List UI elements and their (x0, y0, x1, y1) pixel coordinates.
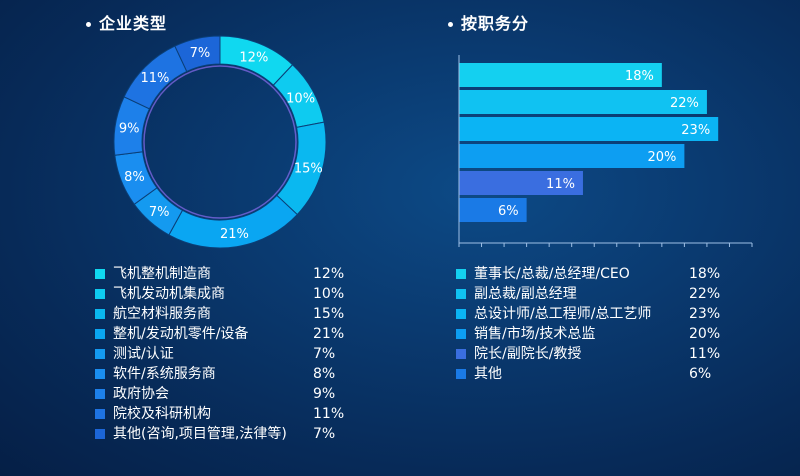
legend-item: 软件/系统服务商 8% (95, 364, 355, 384)
legend-value: 23% (689, 306, 721, 322)
donut-slice (174, 35, 221, 73)
legend-value: 12% (313, 266, 345, 282)
bar-value-label: 23% (681, 123, 710, 138)
legend-label: 软件/系统服务商 (113, 366, 216, 382)
position-title-text: 按职务分 (461, 14, 530, 33)
legend-value: 7% (313, 346, 336, 362)
legend-label: 飞机发动机集成商 (113, 286, 225, 302)
donut-slice-label: 11% (140, 71, 169, 86)
donut-slice-label: 7% (190, 46, 211, 61)
legend-value: 9% (313, 386, 336, 402)
legend-item: 院校及科研机构 11% (95, 404, 355, 424)
bar (459, 117, 719, 141)
legend-label: 销售/市场/技术总监 (474, 326, 596, 342)
legend-label: 政府协会 (113, 386, 169, 402)
bar-value-label: 6% (498, 204, 519, 219)
bar (459, 90, 707, 114)
bar (459, 198, 527, 222)
company-type-panel: 企业类型 12% 10% 15% 21% 7% 8% 9% 11% 7% 飞机整机制造商 12% 飞… (86, 10, 355, 444)
legend-item: 其他(咨询,项目管理,法律等) 7% (95, 424, 355, 444)
legend-value: 20% (689, 326, 721, 342)
legend-item: 董事长/总裁/总经理/CEO 18% (456, 264, 766, 284)
legend-swatch (95, 369, 105, 379)
legend-swatch (456, 329, 466, 339)
legend-value: 11% (689, 346, 721, 362)
donut-chart: 12% 10% 15% 21% 7% 8% 9% 11% 7% (113, 35, 327, 249)
legend-item: 总设计师/总工程师/总工艺师 23% (456, 304, 766, 324)
legend-value: 18% (689, 266, 721, 282)
legend-swatch (95, 269, 105, 279)
position-panel: 按职务分 18% 22% 23% 20% 11% 6% 董事长/总裁/总经理/CEO 18%… (420, 0, 800, 476)
legend-label: 董事长/总裁/总经理/CEO (474, 266, 630, 282)
legend-label: 其他(咨询,项目管理,法律等) (113, 426, 287, 442)
donut-inner-ring (143, 65, 297, 219)
donut-slice-label: 10% (286, 92, 315, 107)
donut-slice-label: 8% (124, 170, 145, 185)
bar-value-label: 11% (546, 177, 575, 192)
bar (459, 144, 685, 168)
bullet-dot (86, 22, 91, 27)
legend-item: 飞机发动机集成商 10% (95, 284, 355, 304)
company-type-title: 企业类型 (86, 10, 167, 34)
legend-swatch (95, 409, 105, 419)
company-type-title-text: 企业类型 (99, 14, 168, 33)
legend-value: 15% (313, 306, 345, 322)
donut-slice-label: 12% (239, 50, 268, 65)
position-title: 按职务分 (448, 10, 529, 34)
legend-item: 销售/市场/技术总监 20% (456, 324, 766, 344)
legend-swatch (95, 429, 105, 439)
legend-label: 院校及科研机构 (113, 406, 211, 422)
legend-swatch (95, 349, 105, 359)
bar (459, 63, 662, 87)
legend-label: 整机/发动机零件/设备 (113, 326, 249, 342)
legend-item: 院长/副院长/教授 11% (456, 344, 766, 364)
bullet-dot (448, 22, 453, 27)
legend-item: 航空材料服务商 15% (95, 304, 355, 324)
legend-item: 副总裁/副总经理 22% (456, 284, 766, 304)
bar (459, 171, 583, 195)
legend-label: 总设计师/总工程师/总工艺师 (474, 306, 652, 322)
legend-label: 航空材料服务商 (113, 306, 211, 322)
legend-swatch (456, 289, 466, 299)
legend-swatch (456, 349, 466, 359)
legend-value: 11% (313, 406, 345, 422)
legend-value: 6% (689, 366, 712, 382)
legend-swatch (95, 309, 105, 319)
donut-slice-label: 15% (294, 162, 323, 177)
legend-item: 整机/发动机零件/设备 21% (95, 324, 355, 344)
legend-swatch (456, 269, 466, 279)
legend-value: 10% (313, 286, 345, 302)
legend-swatch (95, 289, 105, 299)
legend-item: 飞机整机制造商 12% (95, 264, 355, 284)
legend-label: 飞机整机制造商 (113, 266, 211, 282)
legend-value: 22% (689, 286, 721, 302)
legend-value: 7% (313, 426, 336, 442)
bar-value-label: 22% (670, 96, 699, 111)
legend-item: 其他 6% (456, 364, 766, 384)
legend-label: 副总裁/副总经理 (474, 286, 577, 302)
legend-label: 院长/副院长/教授 (474, 346, 582, 362)
bar-chart: 18% 22% 23% 20% 11% 6% (458, 55, 753, 247)
donut-slice-label: 21% (220, 227, 249, 242)
legend-value: 8% (313, 366, 336, 382)
position-legend: 董事长/总裁/总经理/CEO 18% 副总裁/副总经理 22% 总设计师/总工程师/总工… (456, 264, 766, 384)
legend-swatch (456, 369, 466, 379)
legend-value: 21% (313, 326, 345, 342)
legend-swatch (95, 329, 105, 339)
bar-value-label: 18% (625, 69, 654, 84)
legend-item: 测试/认证 7% (95, 344, 355, 364)
company-type-legend: 飞机整机制造商 12% 飞机发动机集成商 10% 航空材料服务商 15% 整机/发动机零件/… (95, 264, 355, 444)
bar-value-label: 20% (647, 150, 676, 165)
legend-swatch (95, 389, 105, 399)
legend-item: 政府协会 9% (95, 384, 355, 404)
legend-label: 测试/认证 (113, 346, 174, 362)
donut-slice-label: 7% (149, 205, 170, 220)
donut-slice-label: 9% (119, 122, 140, 137)
legend-label: 其他 (474, 366, 502, 382)
legend-swatch (456, 309, 466, 319)
